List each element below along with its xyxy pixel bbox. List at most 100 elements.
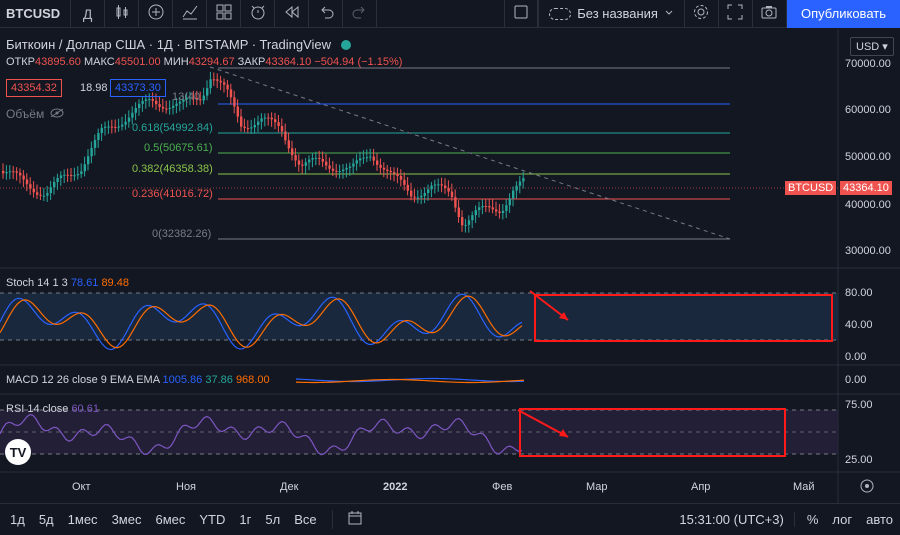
layout-select-button[interactable] [504, 0, 539, 28]
sell-price-button[interactable]: 43354.32 [6, 79, 62, 97]
compare-button[interactable] [139, 0, 174, 28]
candle-body [467, 220, 471, 225]
price-tick[interactable]: 40000.00 [845, 199, 891, 211]
last-price-tag: 43364.10 [840, 181, 892, 195]
stoch-tick[interactable]: 40.00 [845, 319, 873, 331]
candle-body [93, 139, 97, 148]
tv-logo-icon[interactable]: TV [5, 439, 31, 465]
undo-button[interactable] [309, 0, 344, 28]
snapshot-button[interactable] [753, 0, 787, 28]
publish-button[interactable]: Опубликовать [786, 0, 900, 28]
eye-hidden-icon[interactable] [50, 107, 64, 121]
candle-body [379, 164, 382, 168]
candle-body [270, 117, 273, 120]
candle-body [114, 126, 117, 128]
close-value: 43364.10 [265, 56, 312, 68]
candle-body [46, 193, 49, 196]
open-value: 43895.60 [35, 56, 81, 68]
candle-body [365, 157, 369, 159]
low-label: МИН [163, 56, 189, 68]
range-ytd[interactable]: YTD [199, 512, 226, 527]
fib-top-label: 13 [172, 91, 185, 103]
time-tick[interactable]: Апр [691, 481, 711, 493]
candle-body [8, 171, 12, 173]
annotation-arrow-rsi[interactable] [517, 409, 569, 438]
range-3m[interactable]: 3мес [111, 512, 142, 527]
templates-button[interactable] [207, 0, 242, 28]
legend-title-text[interactable]: Биткоин / Доллар США · 1Д · BITSTAMP · T… [6, 37, 331, 52]
chart-type-button[interactable] [105, 0, 140, 28]
annotation-box-rsi[interactable] [519, 408, 786, 457]
chart-canvas[interactable]: TV [0, 29, 900, 503]
trend-line[interactable] [209, 66, 731, 240]
candle-body [233, 97, 236, 107]
fullscreen-button[interactable] [719, 0, 753, 28]
annotation-box-stoch[interactable] [534, 294, 833, 342]
stoch-tick[interactable]: 0.00 [845, 351, 867, 363]
time-tick[interactable]: Окт [72, 481, 91, 493]
time-tick[interactable]: Фев [492, 481, 513, 493]
settings-button[interactable] [685, 0, 719, 28]
candle-body [161, 106, 165, 109]
candle-body [131, 112, 134, 118]
calendar-range-icon[interactable] [331, 510, 370, 529]
time-tick[interactable]: Май [793, 481, 815, 493]
range-1y[interactable]: 1г [239, 512, 252, 527]
log-toggle[interactable]: лог [832, 512, 853, 527]
price-tick[interactable]: 50000.00 [845, 151, 891, 163]
stoch-tick[interactable]: 80.00 [845, 287, 873, 299]
price-tick[interactable]: 60000.00 [845, 104, 891, 116]
candle-body [250, 127, 253, 129]
candle-body [5, 172, 8, 174]
time-tick[interactable]: 2022 [383, 481, 408, 493]
layout-name-dropdown[interactable]: Без названия [538, 0, 685, 28]
rsi-tick[interactable]: 25.00 [845, 454, 873, 466]
alert-button[interactable] [241, 0, 276, 28]
candle-body [314, 157, 318, 159]
rsi-legend[interactable]: RSI 14 close 60.61 [6, 403, 99, 415]
range-6m[interactable]: 6мес [155, 512, 186, 527]
replay-button[interactable] [275, 0, 310, 28]
market-status-icon[interactable] [341, 39, 351, 50]
stoch-k-value: 78.61 [70, 277, 99, 289]
range-5y[interactable]: 5л [265, 512, 281, 527]
stoch-legend[interactable]: Stoch 14 1 3 78.61 89.48 [6, 277, 129, 289]
range-all[interactable]: Все [294, 512, 317, 527]
macd-tick[interactable]: 0.00 [845, 374, 867, 386]
redo-button[interactable] [343, 0, 378, 28]
plus-circle-icon [147, 3, 165, 24]
timezone-clock[interactable]: 15:31:00 (UTC+3) [669, 512, 795, 527]
percent-toggle[interactable]: % [806, 512, 819, 527]
high-label: МАКС [83, 56, 115, 68]
settings-gear-icon[interactable] [860, 479, 874, 493]
candle-body [369, 156, 372, 158]
range-1d[interactable]: 1д [10, 512, 25, 527]
range-5d[interactable]: 5д [38, 512, 54, 527]
chart-legend-title: Биткоин / Доллар США · 1Д · BITSTAMP · T… [6, 37, 351, 52]
rsi-lines [0, 413, 523, 456]
currency-dropdown[interactable]: USD ▾ [850, 37, 894, 56]
symbol-search[interactable]: BTCUSD [0, 0, 72, 28]
symbol-price-tag: BTCUSD [785, 181, 837, 195]
top-toolbar: BTCUSD Д [0, 0, 900, 28]
time-tick[interactable]: Дек [280, 481, 299, 493]
buy-price-button[interactable]: 43373.30 [110, 79, 166, 97]
fib-retracement[interactable] [218, 67, 730, 240]
macd-legend[interactable]: MACD 12 26 close 9 EMA EMA 1005.86 37.86… [6, 374, 270, 386]
candle-body [134, 107, 137, 113]
auto-toggle[interactable]: авто [866, 512, 893, 527]
range-1m[interactable]: 1мес [67, 512, 98, 527]
candle-body [15, 171, 18, 173]
candle-body [151, 99, 154, 101]
rsi-tick[interactable]: 75.00 [845, 399, 873, 411]
interval-button[interactable]: Д [71, 0, 106, 28]
volume-legend[interactable]: Объём [6, 107, 64, 121]
candle-body [70, 174, 73, 176]
candle-body [144, 99, 148, 101]
indicators-button[interactable] [173, 0, 208, 28]
price-tick[interactable]: 30000.00 [845, 245, 891, 257]
price-tick[interactable]: 70000.00 [845, 58, 891, 70]
time-tick[interactable]: Мар [586, 481, 608, 493]
time-tick[interactable]: Ноя [176, 481, 197, 493]
candle-body [274, 119, 277, 123]
